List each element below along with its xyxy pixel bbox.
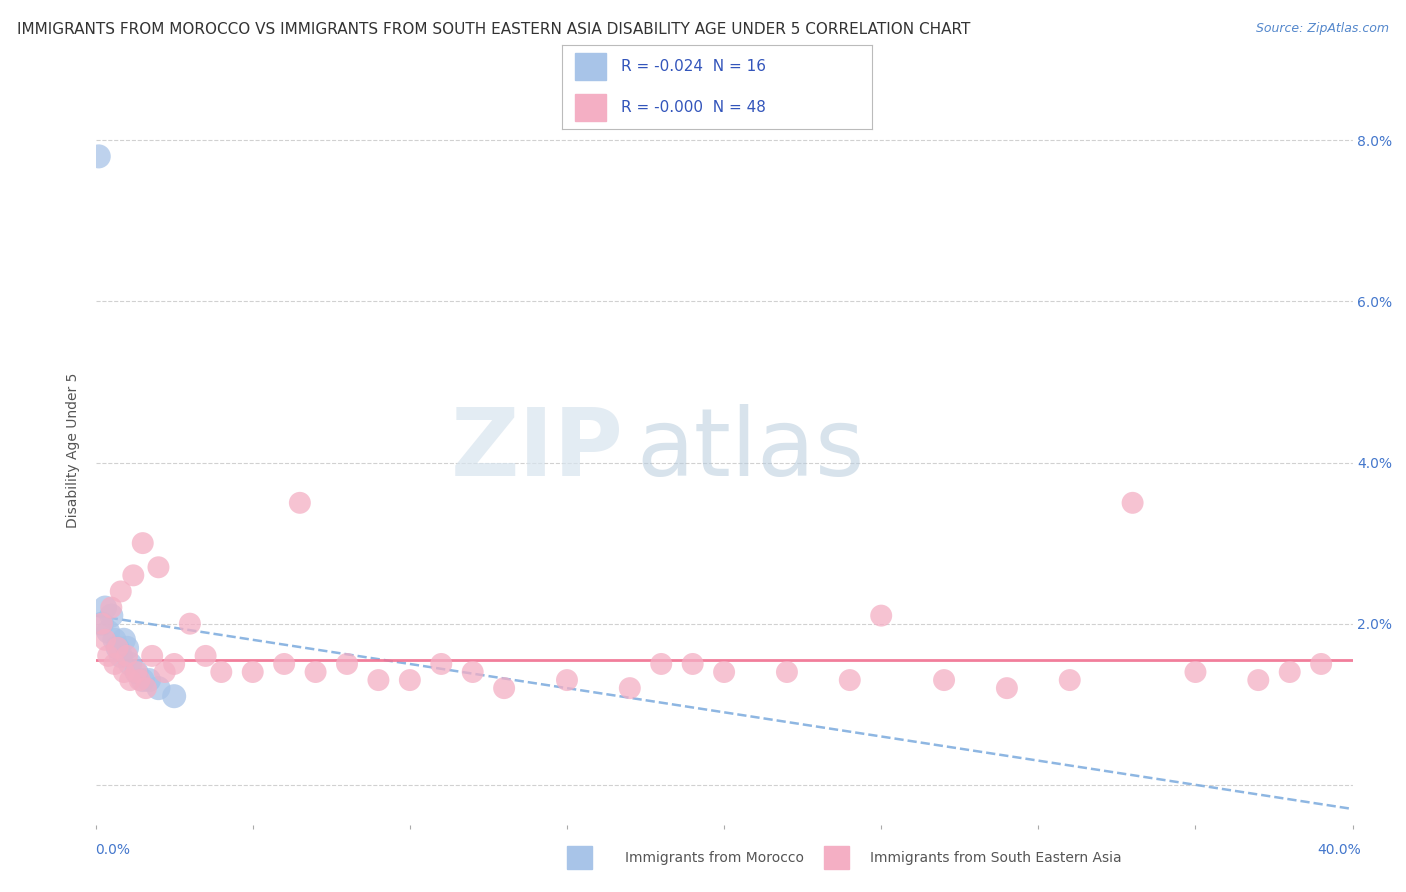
Point — [163, 657, 186, 671]
Point — [132, 536, 155, 550]
Point — [90, 616, 112, 631]
Point — [1122, 496, 1144, 510]
Point — [107, 640, 129, 655]
Point — [163, 689, 186, 703]
Point — [1059, 673, 1081, 687]
Text: Immigrants from Morocco: Immigrants from Morocco — [624, 851, 804, 865]
Point — [103, 632, 125, 647]
Point — [97, 648, 120, 663]
Point — [120, 673, 142, 687]
Point — [682, 657, 704, 671]
Point — [870, 608, 893, 623]
Point — [650, 657, 672, 671]
Point — [125, 665, 148, 679]
Point — [713, 665, 735, 679]
Y-axis label: Disability Age Under 5: Disability Age Under 5 — [66, 373, 80, 528]
Text: 0.0%: 0.0% — [96, 843, 131, 857]
Point — [153, 665, 176, 679]
Text: IMMIGRANTS FROM MOROCCO VS IMMIGRANTS FROM SOUTH EASTERN ASIA DISABILITY AGE UND: IMMIGRANTS FROM MOROCCO VS IMMIGRANTS FR… — [17, 22, 970, 37]
Point — [138, 673, 160, 687]
Point — [103, 657, 125, 671]
Point — [430, 657, 453, 671]
Point — [242, 665, 264, 679]
Point — [995, 681, 1018, 695]
Point — [112, 665, 135, 679]
Point — [399, 673, 422, 687]
Point — [194, 648, 217, 663]
Point — [619, 681, 641, 695]
Bar — [575, 54, 606, 80]
Point — [336, 657, 359, 671]
Point — [209, 665, 232, 679]
Point — [115, 648, 138, 663]
Point — [1278, 665, 1301, 679]
Point — [115, 640, 138, 655]
Text: Immigrants from South Eastern Asia: Immigrants from South Eastern Asia — [870, 851, 1121, 865]
Point — [100, 608, 122, 623]
Point — [94, 632, 117, 647]
Point — [776, 665, 799, 679]
Point — [555, 673, 578, 687]
Text: ZIP: ZIP — [451, 404, 623, 497]
Point — [94, 600, 117, 615]
Bar — [575, 94, 606, 120]
Point — [135, 681, 157, 695]
Point — [148, 681, 170, 695]
Point — [122, 568, 145, 582]
Point — [128, 673, 150, 687]
Point — [120, 657, 142, 671]
Text: Source: ZipAtlas.com: Source: ZipAtlas.com — [1256, 22, 1389, 36]
Text: R = -0.000  N = 48: R = -0.000 N = 48 — [621, 100, 766, 115]
Point — [838, 673, 860, 687]
Text: R = -0.024  N = 16: R = -0.024 N = 16 — [621, 59, 766, 74]
Point — [110, 648, 132, 663]
Point — [304, 665, 326, 679]
Point — [461, 665, 484, 679]
Point — [273, 657, 295, 671]
Point — [132, 673, 155, 687]
Point — [494, 681, 516, 695]
Point — [107, 640, 129, 655]
Point — [90, 616, 112, 631]
Point — [87, 149, 110, 163]
Point — [97, 624, 120, 639]
Point — [932, 673, 955, 687]
Point — [1310, 657, 1333, 671]
Text: 40.0%: 40.0% — [1317, 843, 1361, 857]
Point — [125, 665, 148, 679]
Point — [1184, 665, 1206, 679]
Point — [141, 648, 163, 663]
Point — [100, 600, 122, 615]
Point — [367, 673, 389, 687]
Point — [148, 560, 170, 574]
Text: atlas: atlas — [636, 404, 865, 497]
Point — [288, 496, 311, 510]
Point — [179, 616, 201, 631]
Point — [1247, 673, 1270, 687]
Point — [112, 632, 135, 647]
Point — [110, 584, 132, 599]
